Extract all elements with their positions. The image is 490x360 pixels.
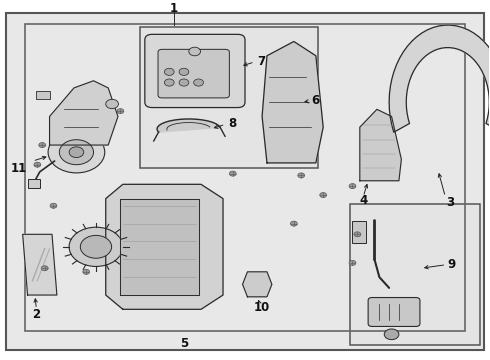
- Polygon shape: [121, 199, 198, 295]
- Polygon shape: [157, 119, 220, 132]
- Bar: [25, 24, 465, 331]
- Circle shape: [48, 131, 105, 173]
- Text: 7: 7: [257, 55, 266, 68]
- Circle shape: [117, 109, 124, 114]
- Circle shape: [194, 79, 203, 86]
- Text: 1: 1: [170, 2, 178, 15]
- FancyBboxPatch shape: [368, 297, 420, 327]
- Text: 5: 5: [180, 337, 188, 350]
- Circle shape: [179, 68, 189, 75]
- Circle shape: [41, 266, 48, 271]
- Circle shape: [354, 232, 361, 237]
- Circle shape: [69, 147, 84, 158]
- Circle shape: [39, 143, 46, 148]
- Text: 4: 4: [360, 194, 368, 207]
- Text: 3: 3: [446, 196, 454, 209]
- Text: 8: 8: [228, 117, 236, 130]
- Circle shape: [106, 99, 119, 109]
- Circle shape: [164, 79, 174, 86]
- Circle shape: [320, 193, 327, 198]
- FancyBboxPatch shape: [145, 34, 245, 108]
- Circle shape: [69, 227, 123, 266]
- FancyBboxPatch shape: [158, 49, 229, 98]
- Circle shape: [189, 47, 200, 56]
- Circle shape: [83, 269, 90, 274]
- Bar: [36, 91, 49, 99]
- Text: 11: 11: [10, 162, 27, 175]
- Polygon shape: [262, 41, 323, 163]
- Bar: [350, 204, 480, 345]
- Polygon shape: [106, 184, 223, 309]
- Circle shape: [164, 68, 174, 75]
- Bar: [140, 27, 318, 168]
- Circle shape: [179, 79, 189, 86]
- Circle shape: [229, 171, 236, 176]
- FancyBboxPatch shape: [352, 221, 366, 243]
- Text: 10: 10: [254, 301, 270, 314]
- Polygon shape: [243, 272, 272, 297]
- Circle shape: [80, 235, 112, 258]
- Circle shape: [59, 140, 94, 165]
- Polygon shape: [389, 25, 490, 132]
- Text: 2: 2: [32, 308, 41, 321]
- Circle shape: [349, 184, 356, 189]
- Circle shape: [291, 221, 297, 226]
- Polygon shape: [49, 81, 118, 145]
- Polygon shape: [23, 234, 57, 295]
- Circle shape: [298, 173, 305, 178]
- Text: 9: 9: [448, 258, 456, 271]
- Circle shape: [34, 162, 41, 167]
- Circle shape: [349, 260, 356, 265]
- Circle shape: [384, 329, 399, 340]
- Bar: [27, 179, 40, 188]
- Circle shape: [50, 203, 57, 208]
- Polygon shape: [360, 109, 401, 181]
- Text: 6: 6: [311, 94, 319, 107]
